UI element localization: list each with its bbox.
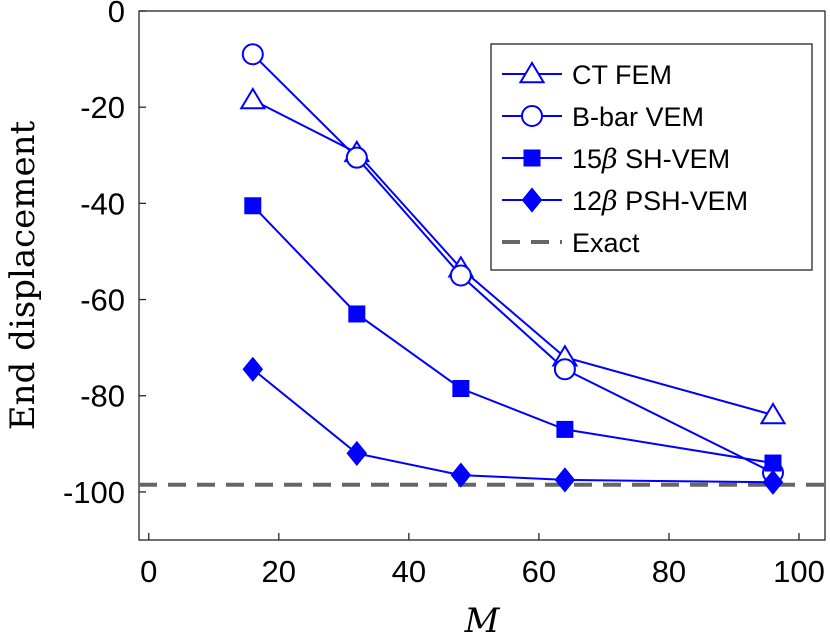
x-tick-label: 20 <box>262 554 296 589</box>
legend-label: CT FEM <box>572 60 672 90</box>
legend-greek: β <box>601 144 618 175</box>
legend-prefix: 12 <box>572 186 602 216</box>
data-point-s2-3 <box>556 420 574 438</box>
data-point-s2-4 <box>764 454 782 472</box>
data-point-s2-2 <box>452 380 470 398</box>
legend-entry-4: Exact <box>572 228 640 258</box>
y-tick-label: 0 <box>108 0 125 29</box>
x-axis-label: M <box>464 601 501 638</box>
data-point-s2-0 <box>244 197 262 215</box>
legend-label: PSH-VEM <box>618 186 749 216</box>
legend-entry-0: CT FEM <box>572 60 672 90</box>
data-point-s1-0 <box>241 43 264 66</box>
data-point-s1-2 <box>449 264 472 287</box>
legend-label: B-bar VEM <box>572 102 704 132</box>
data-point-s3-3 <box>554 467 576 493</box>
legend-label: SH-VEM <box>618 144 731 174</box>
data-point-s1-1 <box>345 146 368 169</box>
data-point-s3-0 <box>242 356 264 382</box>
data-point-s0-4 <box>759 402 787 425</box>
x-tick-label: 60 <box>522 554 556 589</box>
data-point-s2-1 <box>348 305 366 323</box>
x-tick-label: 100 <box>773 554 825 589</box>
legend-marker-0 <box>518 61 546 84</box>
data-point-s3-1 <box>346 440 368 467</box>
x-tick-label: 0 <box>140 554 157 589</box>
data-point-s3-4 <box>762 469 784 495</box>
y-tick-label: -60 <box>80 283 125 318</box>
y-tick-label: -100 <box>63 475 125 510</box>
x-tick-label: 40 <box>392 554 426 589</box>
y-tick-label: -20 <box>80 90 125 125</box>
legend-entry-1: B-bar VEM <box>572 102 704 132</box>
legend-greek: β <box>601 186 618 217</box>
data-point-s0-0 <box>239 87 267 110</box>
legend-entry-2: 15β SH-VEM <box>572 144 730 175</box>
data-point-s1-3 <box>553 358 576 381</box>
y-axis-label: End displacement <box>3 120 43 430</box>
legend-marker-1 <box>521 105 543 127</box>
y-tick-label: -80 <box>80 379 125 414</box>
y-tick-label: -40 <box>80 186 125 221</box>
x-tick-label: 80 <box>652 554 686 589</box>
legend-marker-3 <box>521 187 543 213</box>
legend-label: Exact <box>572 228 640 258</box>
legend-prefix: 15 <box>572 144 602 174</box>
legend-entry-3: 12β PSH-VEM <box>572 186 748 217</box>
legend-marker-2 <box>523 149 541 167</box>
data-point-s3-2 <box>450 462 472 488</box>
